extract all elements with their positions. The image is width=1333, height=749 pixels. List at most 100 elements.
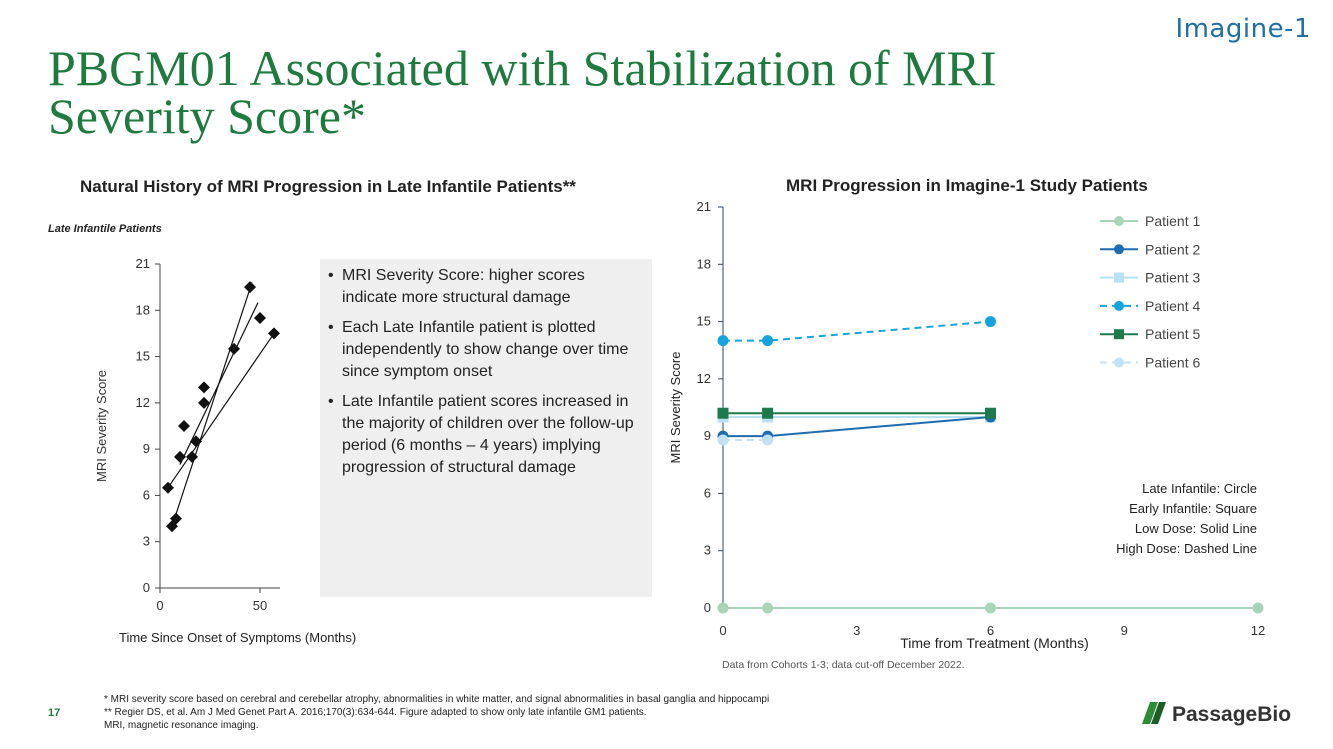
left-y-tick-label: 3 bbox=[143, 534, 150, 549]
right-y-tick-label: 21 bbox=[697, 199, 711, 214]
brand-logo: Imagine-1 bbox=[1175, 14, 1311, 44]
page-number: 17 bbox=[48, 707, 61, 719]
left-y-tick-label: 9 bbox=[143, 441, 150, 456]
diamond-data-point bbox=[178, 420, 190, 432]
page-title: PBGM01 Associated with Stabilization of … bbox=[48, 40, 997, 144]
circle-data-point bbox=[762, 602, 774, 614]
right-y-tick-label: 15 bbox=[697, 314, 711, 329]
trend-line bbox=[167, 333, 275, 489]
diamond-data-point bbox=[254, 312, 266, 324]
left-y-tick-label: 6 bbox=[143, 487, 150, 502]
footnote: MRI, magnetic resonance imaging. bbox=[104, 720, 259, 731]
right-y-tick-label: 18 bbox=[697, 256, 711, 271]
footnotes: * MRI severity score based on cerebral a… bbox=[104, 693, 769, 732]
square-data-point bbox=[985, 407, 996, 419]
circle-data-point bbox=[1252, 602, 1264, 614]
legend-item: Patient 1 bbox=[1100, 213, 1200, 229]
circle-data-point bbox=[1114, 244, 1124, 255]
right-x-tick-label: 6 bbox=[987, 623, 994, 638]
right-x-axis-label: Time from Treatment (Months) bbox=[900, 635, 1089, 651]
left-y-tick-label: 12 bbox=[136, 395, 150, 410]
circle-data-point bbox=[1114, 216, 1124, 226]
legend-label: Patient 4 bbox=[1145, 298, 1200, 314]
series-patient-6 bbox=[717, 434, 774, 446]
right-x-tick-label: 9 bbox=[1121, 623, 1128, 638]
right-y-axis-label: MRI Severity Score bbox=[668, 352, 683, 464]
left-y-tick-label: 0 bbox=[143, 580, 150, 595]
diamond-data-point bbox=[228, 342, 240, 355]
left-y-tick-label: 15 bbox=[136, 349, 150, 364]
note-item: Each Late Infantile patient is plotted i… bbox=[328, 317, 638, 383]
left-x-tick-label: 0 bbox=[156, 598, 163, 613]
footnote: ** Regier DS, et al. Am J Med Genet Part… bbox=[104, 707, 647, 718]
legend-note: Low Dose: Solid Line bbox=[1134, 521, 1257, 536]
right-y-tick-label: 0 bbox=[704, 600, 711, 615]
trend-line bbox=[179, 302, 259, 465]
legend-label: Patient 2 bbox=[1145, 241, 1200, 257]
right-y-tick-label: 9 bbox=[704, 428, 711, 443]
company-logo-text: PassageBio bbox=[1172, 703, 1291, 726]
legend-item: Patient 3 bbox=[1100, 270, 1200, 286]
legend-label: Patient 3 bbox=[1145, 270, 1200, 286]
diamond-data-point bbox=[244, 281, 256, 294]
legend-item: Patient 2 bbox=[1100, 241, 1200, 257]
passage-bio-logo: PassageBio bbox=[1140, 698, 1300, 728]
legend-item: Patient 4 bbox=[1100, 298, 1200, 314]
diamond-data-point bbox=[162, 481, 174, 494]
diamond-data-point bbox=[198, 381, 210, 394]
left-chart-x-axis-label: Time Since Onset of Symptoms (Months) bbox=[119, 630, 357, 645]
legend-note: High Dose: Dashed Line bbox=[1116, 541, 1257, 556]
right-x-tick-label: 12 bbox=[1251, 623, 1265, 638]
circle-data-point bbox=[717, 335, 729, 347]
circle-data-point bbox=[762, 434, 774, 446]
natural-history-chart: 0 3 6 9 12 15 18 21 0 50 MRI Severity Score bbox=[94, 256, 280, 613]
legend-note: Early Infantile: Square bbox=[1129, 501, 1257, 516]
diamond-data-point bbox=[174, 450, 186, 463]
diamond-data-point bbox=[268, 327, 280, 340]
imagine1-chart: 0 3 6 9 12 15 18 21 0 3 6 9 12 Time from Treatment (M… bbox=[668, 199, 1265, 651]
diamond-data-point bbox=[186, 450, 198, 463]
left-y-tick-label: 18 bbox=[136, 302, 150, 317]
series-line bbox=[723, 320, 991, 342]
diamond-data-point bbox=[170, 512, 182, 525]
series-patient-4 bbox=[717, 316, 996, 347]
data-source-note: Data from Cohorts 1-3; data cut-off Dece… bbox=[722, 659, 965, 671]
right-y-tick-label: 12 bbox=[697, 371, 711, 386]
circle-data-point bbox=[717, 602, 729, 614]
series-patient-1 bbox=[717, 602, 1264, 614]
right-x-tick-label: 0 bbox=[719, 623, 726, 638]
right-y-tick-label: 6 bbox=[704, 485, 711, 500]
trend-line bbox=[171, 282, 253, 527]
note-item: MRI Severity Score: higher scores indica… bbox=[328, 265, 638, 309]
circle-data-point bbox=[717, 434, 729, 446]
passage-bio-logo-icon: PassageBio bbox=[1142, 702, 1291, 726]
left-chart-subtitle: Late Infantile Patients bbox=[48, 223, 162, 235]
circle-data-point bbox=[985, 602, 996, 614]
diamond-data-point bbox=[190, 435, 202, 448]
square-data-point bbox=[1114, 329, 1124, 340]
series-patient-5 bbox=[717, 407, 996, 419]
circle-data-point bbox=[1114, 300, 1124, 311]
legend-item: Patient 6 bbox=[1100, 355, 1200, 371]
left-chart-title: Natural History of MRI Progression in La… bbox=[80, 177, 576, 196]
notes-box: MRI Severity Score: higher scores indica… bbox=[320, 259, 652, 597]
square-data-point bbox=[1114, 272, 1124, 283]
left-x-tick-label: 50 bbox=[253, 598, 267, 613]
square-data-point bbox=[717, 407, 729, 419]
circle-data-point bbox=[985, 316, 996, 328]
legend-label: Patient 1 bbox=[1145, 213, 1200, 229]
circle-data-point bbox=[1114, 357, 1124, 368]
note-item: Late Infantile patient scores increased … bbox=[328, 391, 638, 479]
legend-item: Patient 5 bbox=[1100, 326, 1200, 342]
left-y-axis-label: MRI Severity Score bbox=[94, 370, 109, 482]
right-x-tick-label: 3 bbox=[853, 623, 860, 638]
footnote: * MRI severity score based on cerebral a… bbox=[104, 694, 770, 705]
right-y-tick-label: 3 bbox=[704, 543, 711, 558]
circle-data-point bbox=[762, 335, 774, 347]
legend-notes: Late Infantile: Circle Early Infantile: … bbox=[1116, 479, 1257, 559]
right-chart-title: MRI Progression in Imagine-1 Study Patie… bbox=[786, 176, 1148, 195]
diamond-data-point bbox=[198, 396, 210, 409]
legend-label: Patient 5 bbox=[1145, 326, 1200, 342]
legend-label: Patient 6 bbox=[1145, 355, 1200, 371]
legend-note: Late Infantile: Circle bbox=[1142, 481, 1257, 496]
